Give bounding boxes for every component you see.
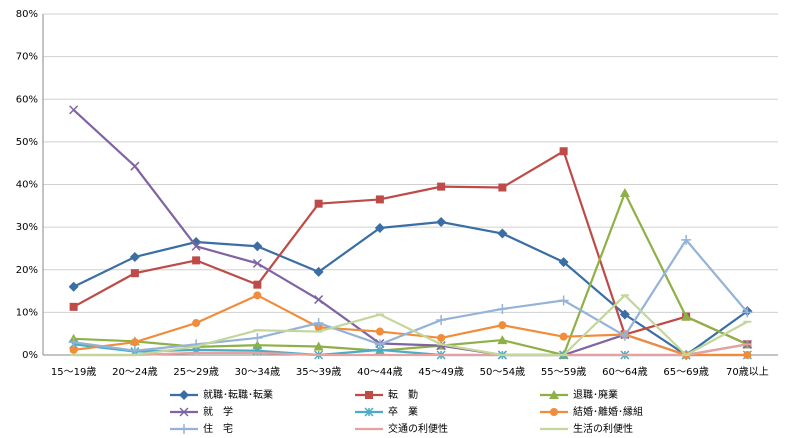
marker (191, 339, 202, 350)
marker (619, 309, 630, 320)
marker (374, 339, 385, 350)
marker (375, 195, 384, 204)
y-tick-label: 0% (22, 350, 38, 361)
marker (314, 295, 324, 305)
y-tick-label: 40% (16, 180, 38, 191)
legend-label: 生活の利便性 (573, 422, 633, 435)
series-line (72, 109, 748, 357)
marker (436, 217, 447, 228)
marker (314, 199, 323, 208)
series-line (73, 343, 748, 357)
marker (192, 319, 201, 328)
marker (130, 161, 140, 171)
marker (558, 257, 569, 268)
marker (130, 338, 139, 347)
legend-label: 就 学 (203, 405, 233, 418)
series-line (73, 149, 748, 346)
x-tick-label: 35～39歳 (296, 366, 341, 378)
legend-label: 卒 業 (388, 405, 418, 418)
legend-label: 交通の利便性 (388, 422, 448, 435)
x-tick-label: 60～64歳 (602, 366, 647, 378)
legend-label: 就職･転職･転業 (203, 388, 273, 401)
marker (129, 251, 140, 262)
marker (497, 335, 508, 345)
legend-label: 住 宅 (203, 422, 233, 435)
series-line (73, 238, 749, 352)
marker (313, 266, 324, 277)
marker (69, 302, 78, 311)
x-tick-label: 15～19歳 (51, 366, 96, 378)
marker (313, 318, 324, 329)
x-tick-label: 25～29歳 (173, 366, 218, 378)
marker (558, 295, 569, 306)
legend-label: 結婚･離婚･縁組 (573, 405, 643, 418)
marker (550, 408, 558, 416)
marker (365, 391, 373, 399)
marker (179, 390, 189, 400)
marker (252, 332, 263, 343)
x-tick-label: 30～34歳 (235, 366, 280, 378)
marker (559, 332, 568, 341)
marker (497, 228, 508, 239)
marker (252, 241, 263, 252)
marker (68, 337, 79, 348)
marker (252, 258, 262, 268)
marker (498, 321, 507, 330)
legend-label: 転 勤 (388, 388, 418, 401)
marker (69, 105, 79, 115)
marker (253, 291, 262, 300)
marker (375, 327, 384, 336)
marker (743, 351, 752, 359)
marker (619, 330, 630, 341)
y-tick-label: 60% (16, 94, 38, 105)
marker (559, 147, 568, 156)
marker (252, 340, 263, 350)
x-tick-label: 40～44歳 (357, 366, 402, 378)
marker (179, 407, 189, 417)
y-tick-label: 10% (16, 307, 38, 318)
marker (549, 390, 559, 399)
marker (374, 222, 385, 233)
legend-label: 退職･廃業 (573, 388, 618, 401)
x-tick-label: 50～54歳 (480, 366, 525, 378)
x-tick-label: 70歳以上 (726, 366, 769, 378)
marker (742, 307, 753, 318)
y-tick-label: 30% (16, 222, 38, 233)
x-tick-label: 65～69歳 (663, 366, 708, 378)
marker (191, 241, 201, 251)
y-tick-label: 80% (16, 9, 38, 20)
marker (313, 341, 324, 351)
marker (619, 188, 630, 198)
y-tick-label: 50% (16, 137, 38, 148)
marker (681, 234, 692, 245)
x-tick-label: 55～59歳 (541, 366, 586, 378)
marker (130, 269, 139, 278)
series-line (73, 294, 748, 357)
marker (179, 424, 189, 434)
marker (364, 407, 374, 417)
y-tick-label: 20% (16, 265, 38, 276)
marker (681, 311, 692, 321)
series-line (73, 293, 748, 357)
marker (436, 315, 447, 326)
marker (497, 303, 508, 314)
marker (68, 281, 79, 292)
y-tick-label: 70% (16, 52, 38, 63)
x-tick-label: 45～49歳 (418, 366, 463, 378)
marker (437, 182, 446, 191)
marker (437, 333, 446, 342)
marker (498, 183, 507, 192)
marker (192, 256, 201, 265)
marker (69, 345, 78, 354)
x-tick-label: 20～24歳 (112, 366, 157, 378)
marker (253, 280, 262, 289)
